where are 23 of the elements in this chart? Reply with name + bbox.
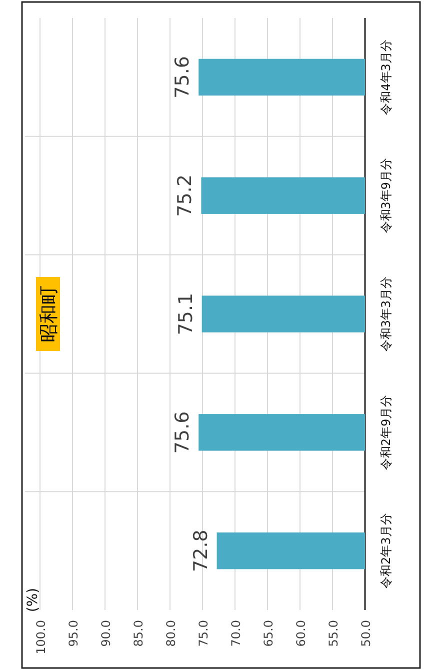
annotation: (%) — [25, 588, 41, 612]
y-tick-label: 令和3年9月分 — [379, 158, 393, 234]
x-tick-label: 75.0 — [196, 620, 210, 647]
y-tick-label: 令和2年9月分 — [379, 394, 393, 470]
x-tick-label: 95.0 — [66, 620, 80, 647]
text: 昭和町 — [38, 286, 60, 342]
data-label: 72.8 — [190, 530, 212, 572]
data-label: 75.1 — [174, 292, 197, 336]
y-tick-label: 令和3年3月分 — [379, 276, 393, 352]
x-tick-label: 85.0 — [132, 620, 146, 647]
y-tick-label: 令和2年3月分 — [379, 513, 393, 588]
data-label: 75.2 — [174, 174, 196, 217]
x-tick-label: 100.0 — [34, 620, 48, 654]
x-tick-label: 60.0 — [294, 620, 308, 647]
x-tick-label: 65.0 — [262, 620, 276, 647]
x-tick-label: 55.0 — [326, 620, 340, 647]
y-tick-label: 令和4年3月分 — [379, 40, 393, 115]
x-tick-label: 80.0 — [164, 620, 178, 647]
x-tick-label: 90.0 — [99, 620, 113, 647]
data-label: 75.6 — [172, 411, 194, 454]
x-tick-label: 50.0 — [359, 620, 373, 647]
x-tick-label: 70.0 — [229, 620, 243, 647]
data-label: 75.6 — [172, 56, 194, 98]
